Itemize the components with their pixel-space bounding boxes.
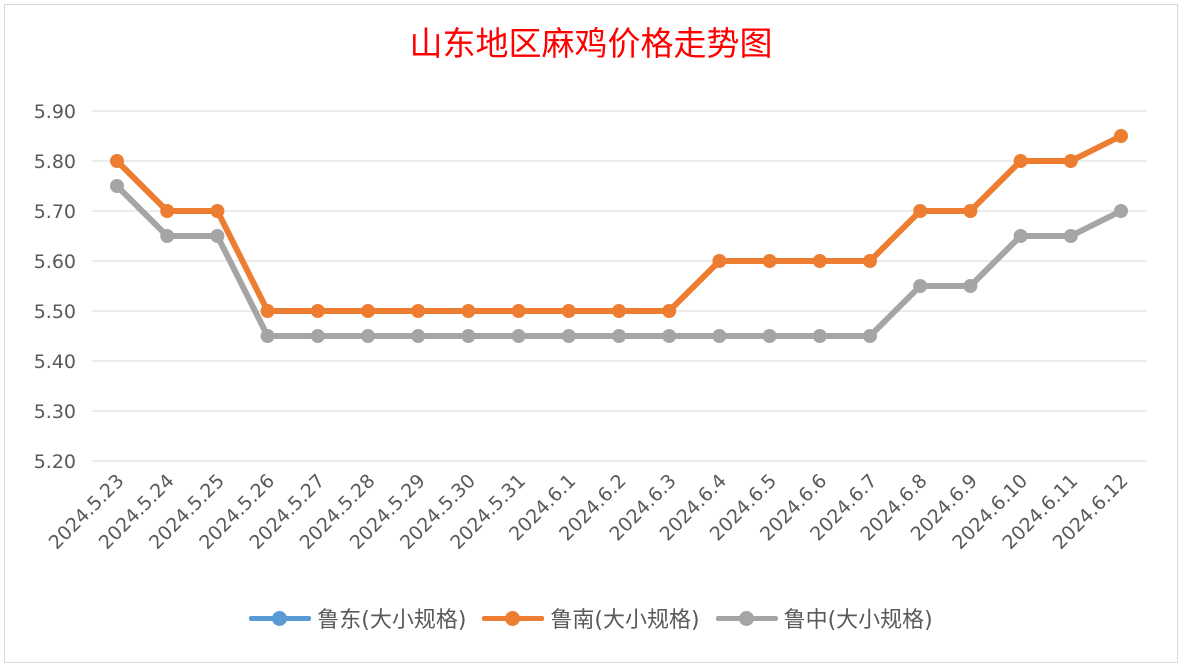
data-point — [461, 329, 476, 343]
legend-label: 鲁中(大小规格) — [783, 608, 933, 633]
chart-title: 山东地区麻鸡价格走势图 — [409, 24, 773, 63]
legend-swatch — [249, 608, 312, 628]
data-point — [310, 329, 325, 343]
legend-item: 鲁中(大小规格) — [715, 602, 933, 634]
data-point — [210, 204, 225, 218]
data-point — [762, 329, 777, 343]
data-point — [812, 254, 827, 268]
y-tick-label: 5.80 — [34, 151, 76, 173]
x-axis-ticks: 2024.5.232024.5.242024.5.252024.5.262024… — [45, 470, 1133, 554]
data-point — [511, 304, 526, 318]
series-1 — [110, 129, 1128, 318]
data-point — [712, 254, 727, 268]
data-point — [361, 329, 375, 343]
data-point — [963, 204, 978, 218]
data-point — [913, 204, 928, 218]
y-tick-label: 5.40 — [34, 351, 76, 373]
data-point — [1114, 204, 1128, 218]
y-tick-label: 5.90 — [34, 101, 76, 123]
data-point — [712, 329, 727, 343]
legend-swatch — [482, 608, 545, 628]
y-tick-label: 5.20 — [34, 451, 76, 473]
data-point — [461, 304, 476, 318]
data-point — [1013, 229, 1028, 243]
data-point — [1013, 154, 1028, 168]
data-point — [863, 329, 877, 343]
series-lines — [110, 129, 1128, 343]
data-point — [110, 179, 124, 193]
legend-label: 鲁南(大小规格) — [550, 608, 700, 633]
data-point — [612, 329, 626, 343]
data-point — [561, 329, 576, 343]
data-point — [561, 304, 576, 318]
data-point — [662, 329, 677, 343]
legend-item: 鲁南(大小规格) — [482, 602, 700, 634]
data-point — [612, 304, 626, 318]
chart-legend: 鲁东(大小规格) 鲁南(大小规格) 鲁中(大小规格) — [0, 602, 1182, 634]
legend-label: 鲁东(大小规格) — [317, 608, 467, 633]
y-tick-label: 5.30 — [34, 401, 76, 423]
legend-swatch — [715, 608, 778, 628]
data-point — [913, 279, 928, 293]
data-point — [160, 204, 175, 218]
data-point — [260, 329, 275, 343]
data-point — [361, 304, 375, 318]
legend-marker — [738, 611, 754, 626]
data-point — [310, 304, 325, 318]
data-point — [662, 304, 677, 318]
y-tick-label: 5.60 — [34, 251, 76, 273]
data-point — [863, 254, 877, 268]
y-tick-label: 5.70 — [34, 201, 76, 223]
data-point — [160, 229, 175, 243]
data-point — [963, 279, 978, 293]
y-tick-label: 5.50 — [34, 301, 76, 323]
gridlines — [92, 110, 1147, 462]
data-point — [511, 329, 526, 343]
legend-marker — [272, 611, 288, 626]
data-point — [1063, 229, 1078, 243]
data-point — [1114, 129, 1128, 143]
data-point — [812, 329, 827, 343]
legend-marker — [505, 611, 521, 626]
data-point — [411, 304, 426, 318]
data-point — [260, 304, 275, 318]
data-point — [110, 154, 124, 168]
legend-item: 鲁东(大小规格) — [249, 602, 466, 634]
data-point — [411, 329, 426, 343]
data-point — [210, 229, 225, 243]
data-point — [762, 254, 777, 268]
data-point — [1063, 154, 1078, 168]
series-2 — [110, 179, 1128, 343]
y-axis-ticks: 5.20 5.30 5.40 5.50 5.60 5.70 5.80 5.90 — [34, 101, 76, 473]
